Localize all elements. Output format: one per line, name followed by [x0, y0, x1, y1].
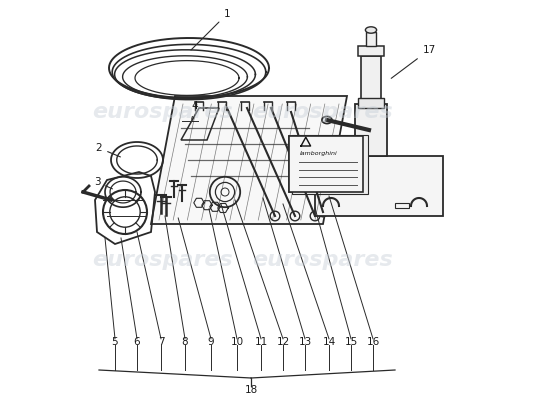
Text: 5: 5 — [112, 337, 118, 347]
Bar — [366, 32, 376, 46]
Text: 6: 6 — [134, 337, 140, 347]
Text: 9: 9 — [208, 337, 214, 347]
Text: 15: 15 — [344, 337, 358, 347]
Text: 1: 1 — [191, 9, 230, 50]
Text: 8: 8 — [182, 337, 188, 347]
Text: 14: 14 — [322, 337, 335, 347]
Text: eurospares: eurospares — [252, 250, 393, 270]
FancyBboxPatch shape — [289, 136, 363, 192]
Text: eurospares: eurospares — [92, 102, 233, 122]
Text: 10: 10 — [230, 337, 244, 347]
Bar — [361, 56, 381, 104]
FancyBboxPatch shape — [289, 136, 363, 192]
Text: 7: 7 — [158, 337, 164, 347]
Text: lamborghini: lamborghini — [300, 151, 338, 156]
Bar — [358, 46, 384, 56]
Text: 2: 2 — [96, 143, 120, 157]
Polygon shape — [151, 96, 347, 224]
Text: 18: 18 — [244, 385, 257, 395]
Bar — [315, 156, 443, 216]
Text: 12: 12 — [276, 337, 290, 347]
FancyBboxPatch shape — [292, 135, 368, 194]
Text: 11: 11 — [254, 337, 268, 347]
Text: 4: 4 — [191, 101, 199, 119]
Text: 13: 13 — [298, 337, 312, 347]
Bar — [355, 104, 387, 156]
Ellipse shape — [365, 27, 377, 33]
Bar — [358, 98, 384, 108]
Text: 17: 17 — [391, 45, 436, 78]
Text: 3: 3 — [94, 177, 112, 189]
Text: eurospares: eurospares — [252, 102, 393, 122]
Text: eurospares: eurospares — [92, 250, 233, 270]
Bar — [395, 203, 409, 208]
Text: 16: 16 — [366, 337, 379, 347]
